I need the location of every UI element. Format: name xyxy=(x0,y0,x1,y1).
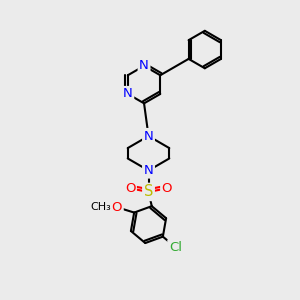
Text: CH₃: CH₃ xyxy=(90,202,111,212)
Text: O: O xyxy=(125,182,135,195)
Text: N: N xyxy=(144,130,153,142)
Text: N: N xyxy=(139,59,149,72)
Text: S: S xyxy=(144,184,153,200)
Text: O: O xyxy=(162,182,172,195)
Text: Cl: Cl xyxy=(169,241,182,254)
Text: O: O xyxy=(112,201,122,214)
Text: N: N xyxy=(144,164,153,177)
Text: N: N xyxy=(123,88,133,100)
